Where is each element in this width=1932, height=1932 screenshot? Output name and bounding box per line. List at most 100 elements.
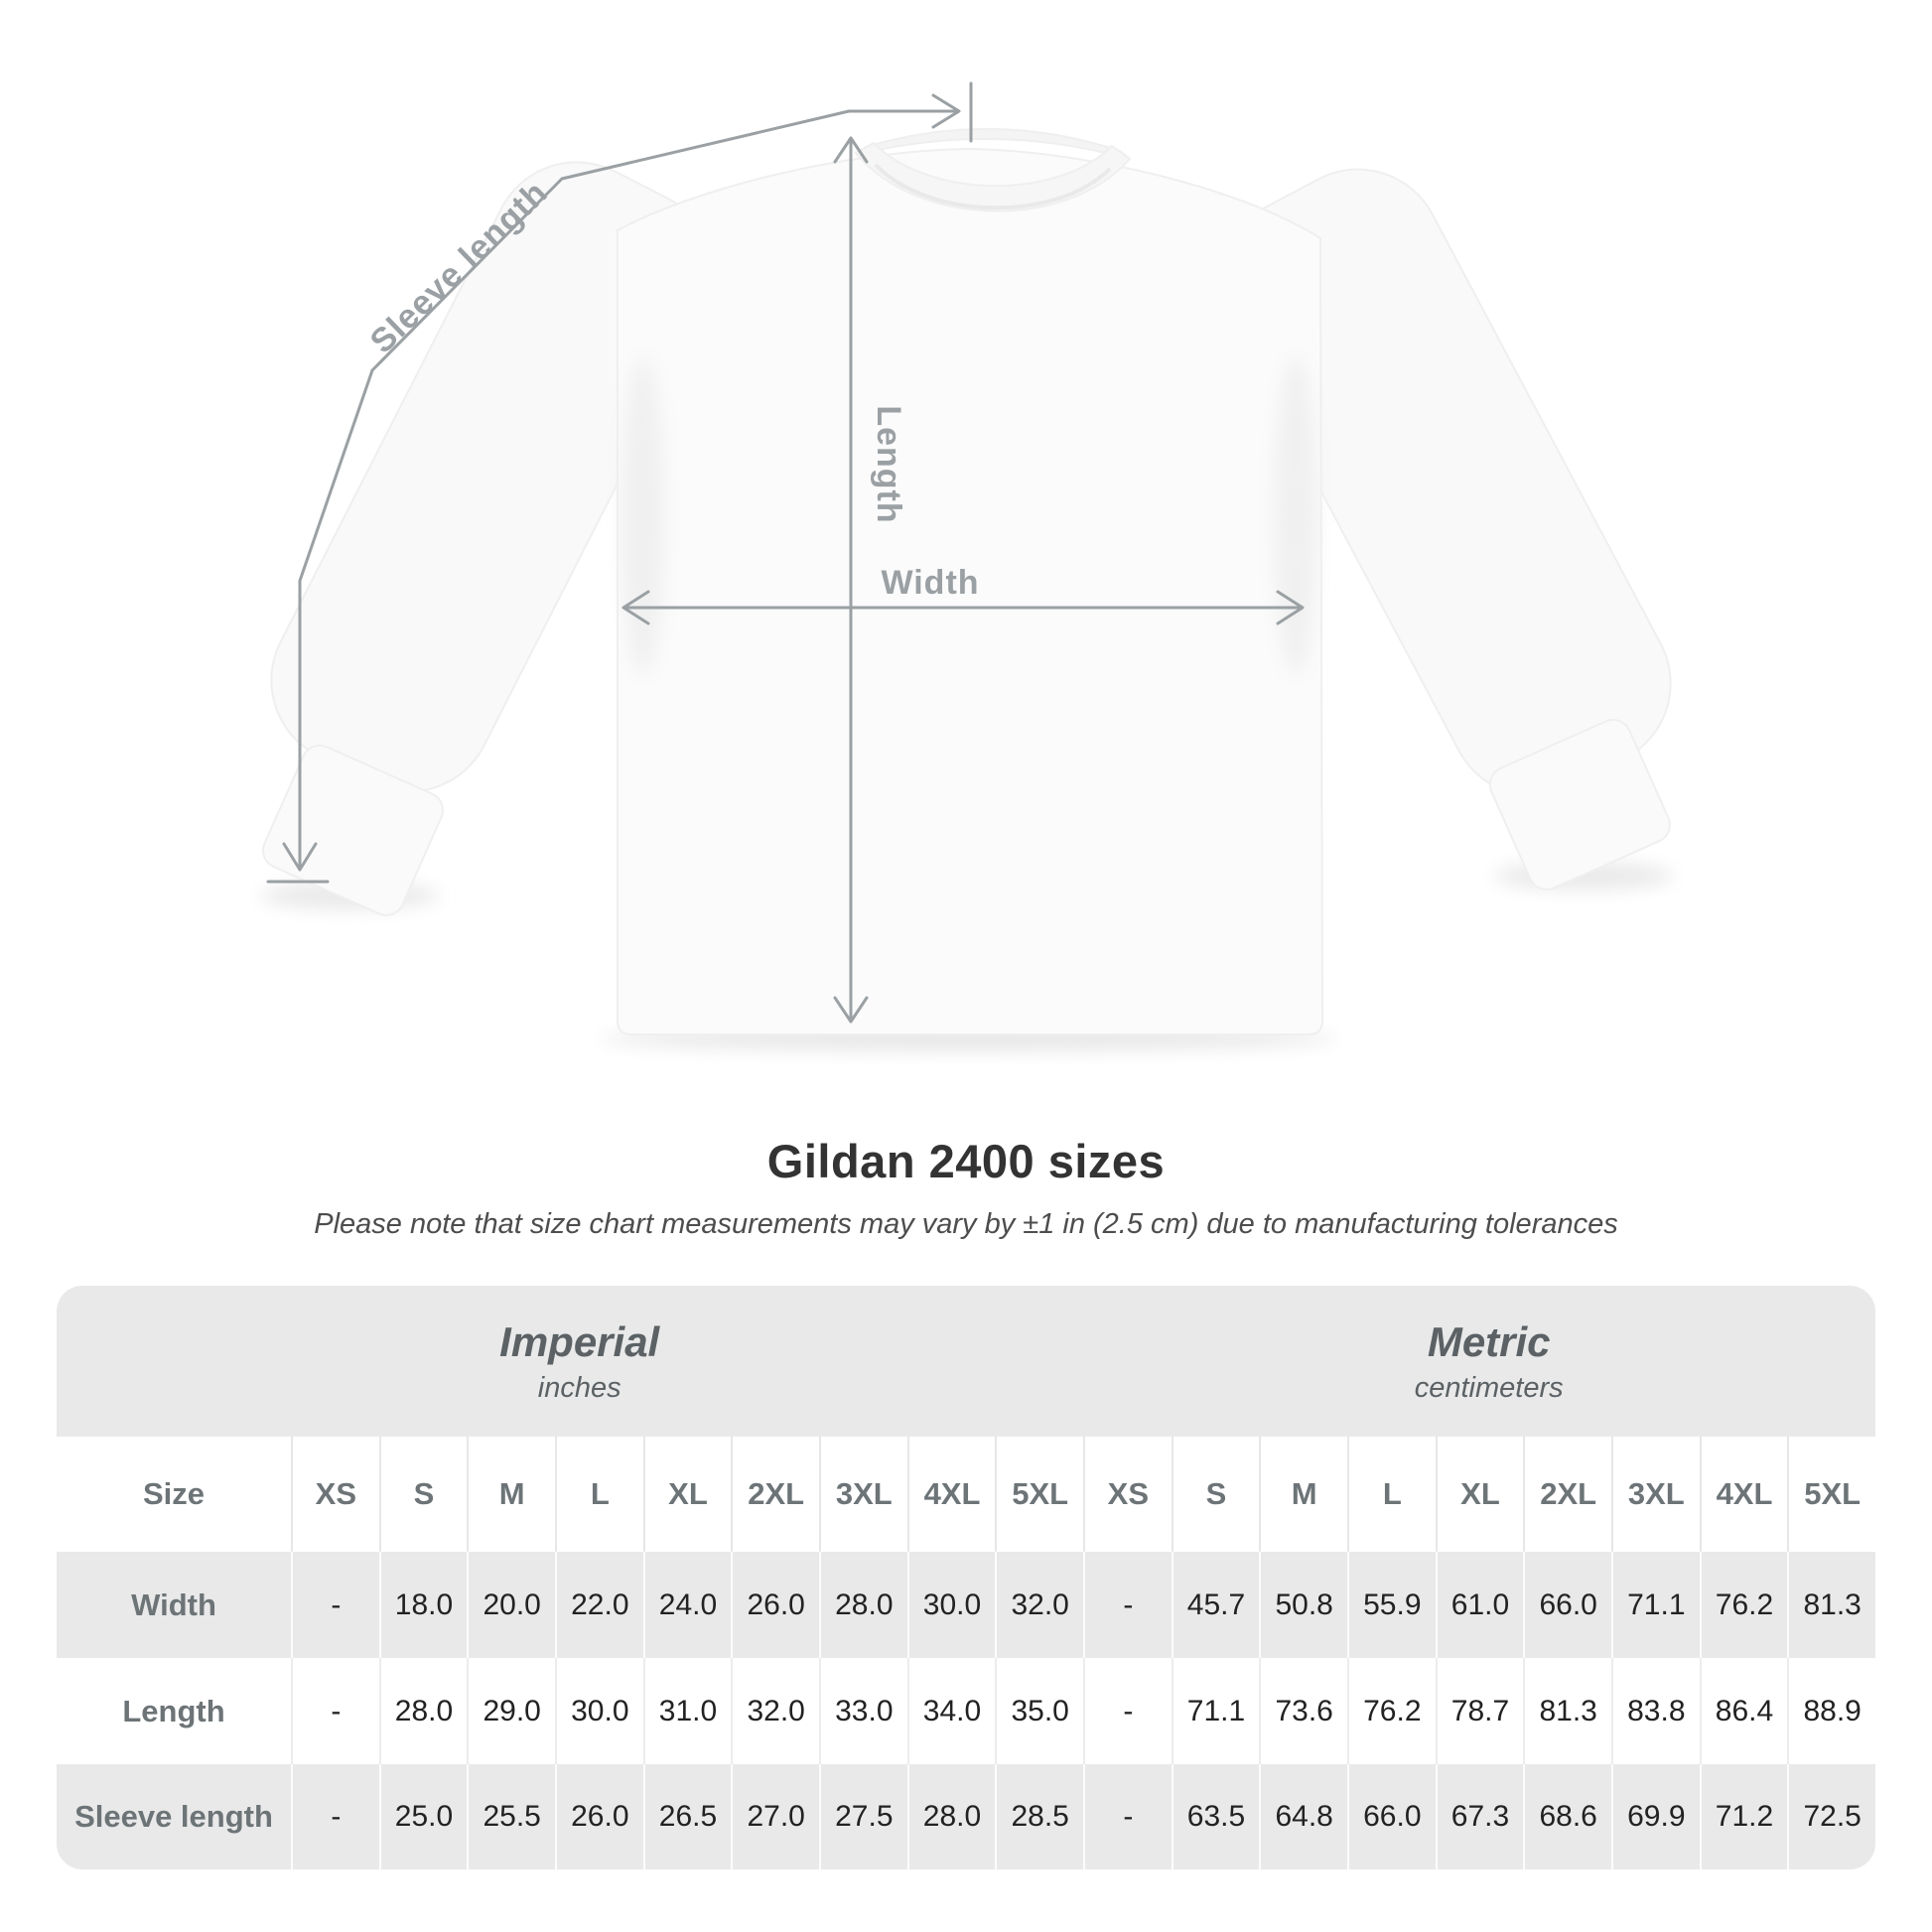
cell-metric: 71.2	[1699, 1764, 1788, 1869]
cell-metric: -	[1082, 1552, 1172, 1658]
cell-metric: 83.8	[1610, 1658, 1700, 1764]
table-row: Sleeve length -25.0 25.5 26.0 26.5 27.0 27.5 28…	[57, 1764, 1875, 1869]
cell-metric: 81.3	[1787, 1552, 1875, 1658]
imperial-unit: inches	[537, 1371, 621, 1404]
cell-imperial: 30.0	[554, 1658, 643, 1764]
cell-imperial: 28.5	[995, 1764, 1083, 1869]
cell-imperial: 32.0	[731, 1658, 819, 1764]
cell-imperial: 26.0	[731, 1552, 819, 1658]
size-header-imperial: 4XL	[906, 1437, 996, 1552]
size-header-metric: 3XL	[1610, 1437, 1700, 1552]
cell-imperial: 26.5	[642, 1764, 732, 1869]
cell-metric: 67.3	[1435, 1764, 1524, 1869]
cell-metric: 68.6	[1523, 1764, 1611, 1869]
cell-imperial: 25.5	[467, 1764, 555, 1869]
sleeve-arrow-head-right	[931, 93, 961, 129]
size-header-metric: XL	[1435, 1437, 1524, 1552]
collar	[854, 127, 1132, 212]
cell-metric: 76.2	[1346, 1658, 1436, 1764]
cell-imperial: 20.0	[467, 1552, 555, 1658]
imperial-header: Imperial inches	[57, 1286, 1102, 1437]
metric-unit: centimeters	[1414, 1371, 1564, 1404]
cell-metric: 50.8	[1259, 1552, 1347, 1658]
size-header-row: Size XS S M L XL 2XL 3XL 4XL 5XL XS S M L XL 2XL 3XL 4XL 5…	[57, 1437, 1875, 1552]
cell-metric: 63.5	[1171, 1764, 1260, 1869]
cell-imperial: 26.0	[554, 1764, 643, 1869]
table-heading: Gildan 2400 sizes Please note that size …	[0, 1134, 1932, 1241]
cell-imperial: -	[291, 1764, 379, 1869]
measurement-lines	[266, 81, 1305, 1024]
size-header-imperial: 3XL	[818, 1437, 907, 1552]
cell-metric: 72.5	[1787, 1764, 1875, 1869]
length-arrow-head-down	[833, 996, 869, 1024]
imperial-title: Imperial	[499, 1317, 660, 1365]
sleeve-arrow-head-down	[282, 842, 318, 872]
size-col-header: Size	[142, 1476, 206, 1511]
cell-metric: -	[1082, 1658, 1172, 1764]
size-header-imperial: XS	[291, 1437, 379, 1552]
tolerance-note: Please note that size chart measurements…	[314, 1208, 1618, 1240]
cell-metric: 55.9	[1346, 1552, 1436, 1658]
cell-imperial: 34.0	[906, 1658, 996, 1764]
width-arrow-head-left	[621, 590, 650, 625]
shirt-measurement-diagram: Sleeve length Length Width	[260, 81, 1673, 1050]
cell-imperial: 28.0	[906, 1764, 996, 1869]
cell-metric: 61.0	[1435, 1552, 1524, 1658]
row-label: Width	[131, 1587, 216, 1622]
cell-metric: 88.9	[1787, 1658, 1875, 1764]
cell-metric: 45.7	[1171, 1552, 1260, 1658]
size-header-imperial: S	[378, 1437, 468, 1552]
cell-imperial: 29.0	[467, 1658, 555, 1764]
size-header-imperial: 5XL	[995, 1437, 1083, 1552]
cell-imperial: 24.0	[642, 1552, 732, 1658]
length-label: Length	[870, 405, 907, 523]
cell-imperial: 32.0	[995, 1552, 1083, 1658]
cell-imperial: 28.0	[818, 1552, 907, 1658]
cell-imperial: 35.0	[995, 1658, 1083, 1764]
cell-metric: 76.2	[1699, 1552, 1788, 1658]
size-header-metric: XS	[1082, 1437, 1172, 1552]
cell-metric: -	[1082, 1764, 1172, 1869]
cell-imperial: 25.0	[378, 1764, 468, 1869]
cell-imperial: 33.0	[818, 1658, 907, 1764]
size-header-imperial: XL	[642, 1437, 732, 1552]
cell-metric: 69.9	[1610, 1764, 1700, 1869]
metric-header: Metric centimeters	[1102, 1286, 1875, 1437]
table-row: Length -28.0 29.0 30.0 31.0 32.0 33.0 34.0 35.0-…	[57, 1658, 1875, 1764]
size-header-imperial: L	[554, 1437, 643, 1552]
cell-imperial: 28.0	[378, 1658, 468, 1764]
size-header-metric: 5XL	[1787, 1437, 1875, 1552]
cell-imperial: 30.0	[906, 1552, 996, 1658]
size-header-metric: 2XL	[1523, 1437, 1611, 1552]
width-arrow-head-right	[1276, 590, 1305, 625]
cell-metric: 81.3	[1523, 1658, 1611, 1764]
cell-imperial: -	[291, 1658, 379, 1764]
cell-imperial: 27.5	[818, 1764, 907, 1869]
shirt-graphic	[261, 127, 1672, 1035]
row-label: Length	[122, 1693, 225, 1728]
cell-metric: 78.7	[1435, 1658, 1524, 1764]
page-title: Gildan 2400 sizes	[766, 1135, 1166, 1187]
size-header-imperial: M	[467, 1437, 555, 1552]
cell-metric: 73.6	[1259, 1658, 1347, 1764]
metric-title: Metric	[1427, 1317, 1551, 1365]
cell-metric: 71.1	[1610, 1552, 1700, 1658]
length-arrow-head-up	[833, 136, 869, 164]
cell-imperial: 18.0	[378, 1552, 468, 1658]
size-header-metric: M	[1259, 1437, 1347, 1552]
cell-metric: 71.1	[1171, 1658, 1260, 1764]
cell-imperial: 31.0	[642, 1658, 732, 1764]
cell-imperial: 27.0	[731, 1764, 819, 1869]
table-rows: Width -18.0 20.0 22.0 24.0 26.0 28.0 30.0 32.0-4…	[57, 1552, 1875, 1869]
cell-metric: 64.8	[1259, 1764, 1347, 1869]
size-header-imperial: 2XL	[731, 1437, 819, 1552]
size-header-metric: S	[1171, 1437, 1260, 1552]
row-label: Sleeve length	[74, 1799, 273, 1834]
cell-imperial: -	[291, 1552, 379, 1658]
cell-imperial: 22.0	[554, 1552, 643, 1658]
cell-metric: 66.0	[1523, 1552, 1611, 1658]
cell-metric: 66.0	[1346, 1764, 1436, 1869]
size-table: Imperial inches Metric centimeters Size X…	[57, 1286, 1875, 1869]
size-header-metric: 4XL	[1699, 1437, 1788, 1552]
size-header-metric: L	[1346, 1437, 1436, 1552]
